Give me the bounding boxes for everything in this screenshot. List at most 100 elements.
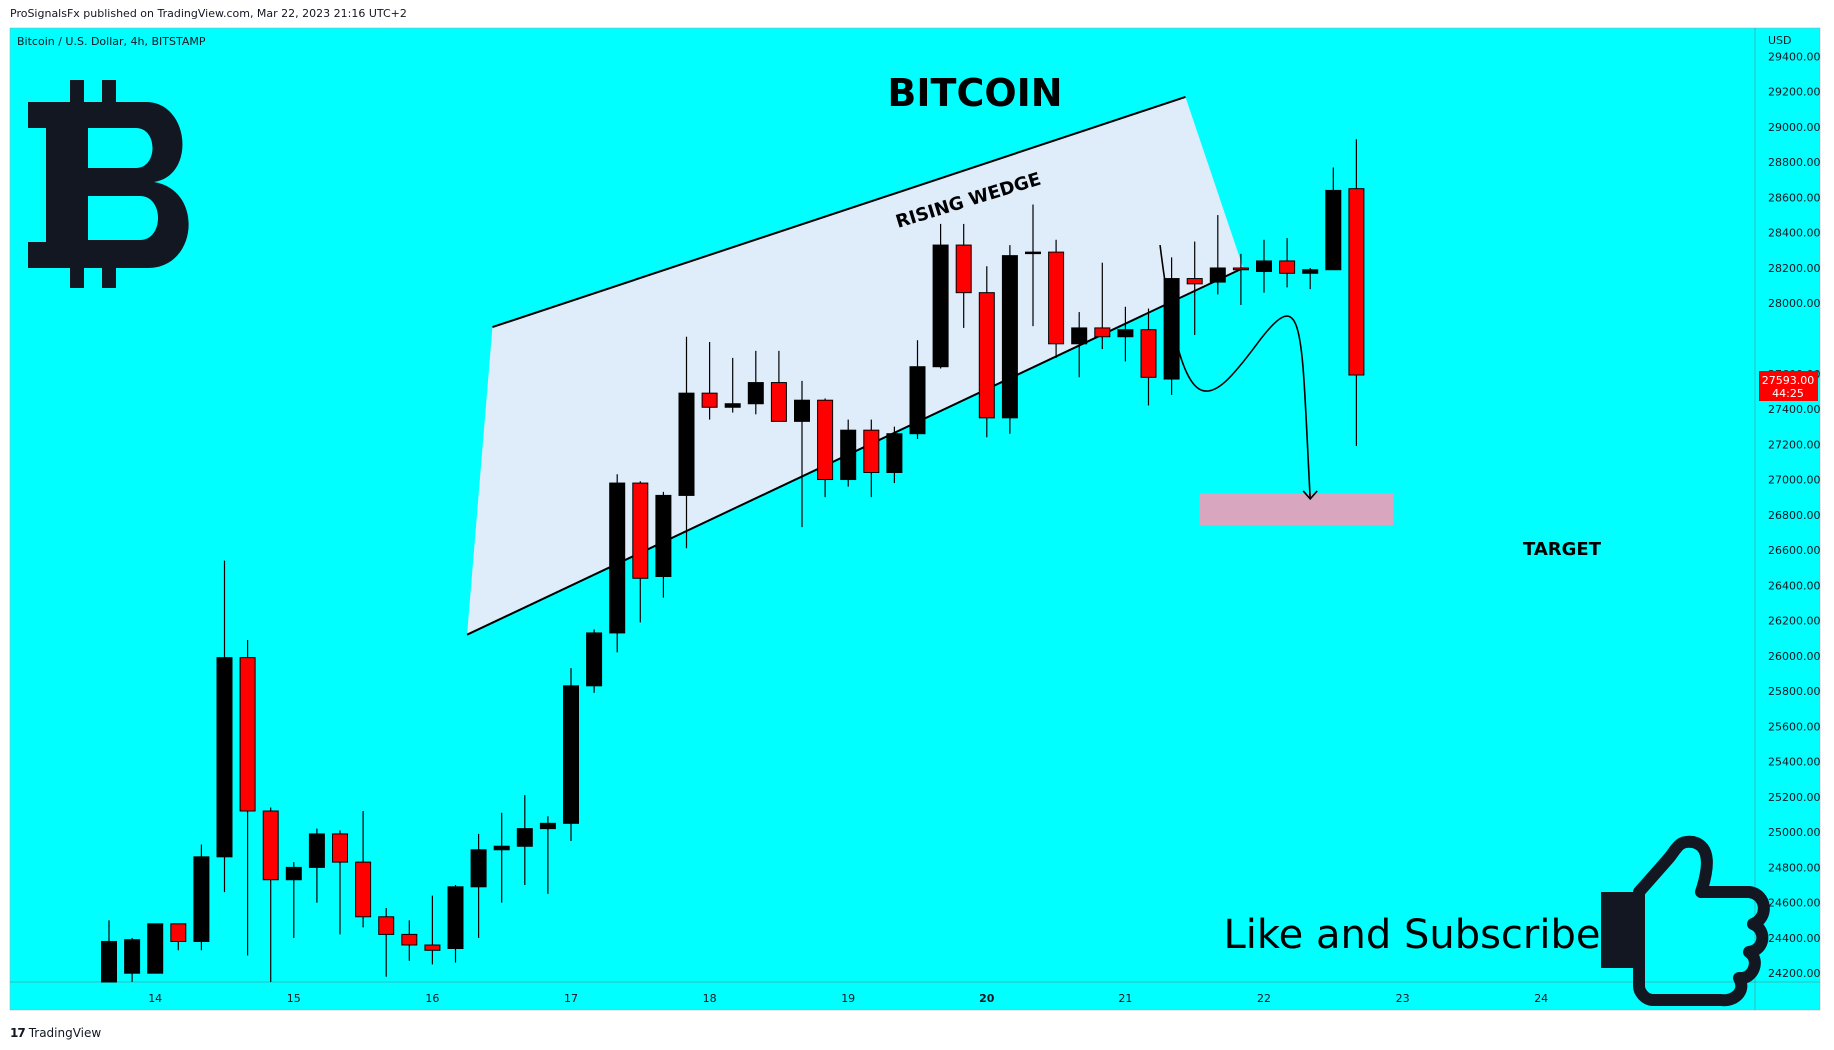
candle-body bbox=[1071, 327, 1088, 345]
y-axis-tick-label: 25000.00 bbox=[1768, 826, 1821, 839]
candle-body bbox=[516, 828, 533, 847]
y-axis-tick-label: 25800.00 bbox=[1768, 685, 1821, 698]
price-tag-countdown: 44:25 bbox=[1772, 387, 1804, 400]
candle-body bbox=[539, 822, 556, 830]
candle-body bbox=[609, 482, 626, 634]
x-axis-tick-label: 19 bbox=[841, 992, 855, 1005]
thumbs-up-icon[interactable] bbox=[1601, 835, 1770, 1007]
x-axis-tick-label: 16 bbox=[425, 992, 439, 1005]
candle-body bbox=[909, 366, 926, 435]
candle-body bbox=[563, 685, 579, 824]
y-axis-tick-label: 25400.00 bbox=[1768, 756, 1821, 769]
x-axis-tick-label: 21 bbox=[1118, 992, 1132, 1005]
candle-body bbox=[1232, 267, 1249, 271]
candle-body bbox=[1140, 329, 1157, 378]
y-axis-tick-label: 26400.00 bbox=[1768, 579, 1821, 592]
candle-body bbox=[493, 845, 510, 851]
x-axis-tick-label: 17 bbox=[564, 992, 578, 1005]
x-axis-tick-label: 20 bbox=[979, 992, 995, 1005]
y-axis-tick-label: 28400.00 bbox=[1768, 227, 1821, 240]
candle-body bbox=[724, 403, 741, 408]
candle-body bbox=[978, 292, 995, 419]
y-axis-tick-label: 25200.00 bbox=[1768, 791, 1821, 804]
candle-body bbox=[1117, 329, 1134, 338]
y-axis-tick-label: 24400.00 bbox=[1768, 932, 1821, 945]
x-axis-tick-label: 18 bbox=[703, 992, 717, 1005]
candle-body bbox=[470, 849, 487, 888]
candle-body bbox=[1209, 267, 1226, 283]
x-axis-tick-label: 15 bbox=[287, 992, 301, 1005]
candle-body bbox=[655, 494, 672, 578]
footer-brand: TradingView bbox=[28, 1026, 102, 1040]
candle-body bbox=[586, 632, 603, 687]
candle-body bbox=[447, 886, 464, 950]
price-tag-price: 27593.00 bbox=[1762, 374, 1815, 387]
tradingview-logo-icon: 17 bbox=[10, 1026, 26, 1040]
bitcoin-logo-icon bbox=[28, 80, 189, 288]
candle-body bbox=[1025, 251, 1041, 255]
candle-body bbox=[1094, 327, 1111, 338]
candle-body bbox=[216, 657, 233, 858]
candle-body bbox=[147, 923, 164, 974]
y-axis-tick-label: 28000.00 bbox=[1768, 297, 1821, 310]
candle-body bbox=[124, 939, 141, 974]
y-axis-tick-label: 28800.00 bbox=[1768, 156, 1821, 169]
target-label: TARGET bbox=[1523, 539, 1602, 560]
y-axis-tick-label: 25600.00 bbox=[1768, 720, 1821, 733]
candle-body bbox=[678, 392, 695, 496]
candle-body bbox=[378, 916, 395, 935]
publisher-header: ProSignalsFx published on TradingView.co… bbox=[10, 7, 407, 20]
candle-body bbox=[1163, 278, 1180, 380]
candle-body bbox=[262, 810, 279, 881]
price-tag: 27593.00 44:25 bbox=[1759, 371, 1818, 401]
x-axis-tick-label: 23 bbox=[1396, 992, 1410, 1005]
candle-body bbox=[1279, 260, 1296, 274]
candle-body bbox=[632, 482, 649, 579]
x-axis-tick-label: 22 bbox=[1257, 992, 1271, 1005]
y-axis-tick-label: 27400.00 bbox=[1768, 403, 1821, 416]
projection-curve bbox=[1159, 244, 1311, 499]
x-axis-tick-label: 14 bbox=[148, 992, 162, 1005]
y-axis-tick-label: 27000.00 bbox=[1768, 474, 1821, 487]
candle-body bbox=[1325, 189, 1342, 271]
candle-body bbox=[424, 944, 441, 951]
y-axis-tick-label: 24600.00 bbox=[1768, 897, 1821, 910]
candle-body bbox=[1348, 188, 1365, 376]
y-axis-tick-label: 27200.00 bbox=[1768, 438, 1821, 451]
y-axis-tick-label: 28200.00 bbox=[1768, 262, 1821, 275]
tradingview-footer[interactable]: 17 TradingView bbox=[10, 1026, 101, 1040]
candle-body bbox=[840, 429, 857, 481]
candle-body bbox=[355, 861, 372, 918]
candle-body bbox=[794, 399, 810, 422]
candle-body bbox=[886, 433, 903, 473]
candle-body bbox=[770, 382, 787, 422]
target-zone bbox=[1199, 493, 1394, 526]
chart-background bbox=[9, 27, 1821, 1011]
y-axis-tick-label: 26600.00 bbox=[1768, 544, 1821, 557]
y-axis-tick-label: 28600.00 bbox=[1768, 191, 1821, 204]
candle-body bbox=[863, 429, 880, 473]
candle-body bbox=[932, 244, 949, 368]
y-axis-tick-label: 29000.00 bbox=[1768, 121, 1821, 134]
candle-body bbox=[101, 940, 117, 983]
candle-body bbox=[170, 923, 187, 942]
candle-body bbox=[239, 657, 256, 812]
candle-body bbox=[285, 866, 302, 881]
candle-body bbox=[1001, 255, 1018, 419]
candle-body bbox=[701, 392, 718, 408]
symbol-info: Bitcoin / U.S. Dollar, 4h, BITSTAMP bbox=[17, 35, 206, 48]
candle-body bbox=[401, 933, 418, 946]
candle-body bbox=[1302, 269, 1319, 274]
y-axis-tick-label: 26000.00 bbox=[1768, 650, 1821, 663]
candle-body bbox=[747, 382, 764, 405]
price-tag-box bbox=[1759, 371, 1818, 401]
currency-label: USD bbox=[1768, 34, 1792, 47]
candle-body bbox=[1256, 260, 1272, 273]
cta-text: Like and Subscribe bbox=[1224, 912, 1601, 958]
y-axis-tick-label: 24800.00 bbox=[1768, 861, 1821, 874]
y-axis-tick-label: 26200.00 bbox=[1768, 615, 1821, 628]
candle-body bbox=[1186, 278, 1203, 285]
y-axis-tick-label: 29400.00 bbox=[1768, 50, 1821, 63]
x-axis-tick-label: 24 bbox=[1534, 992, 1548, 1005]
